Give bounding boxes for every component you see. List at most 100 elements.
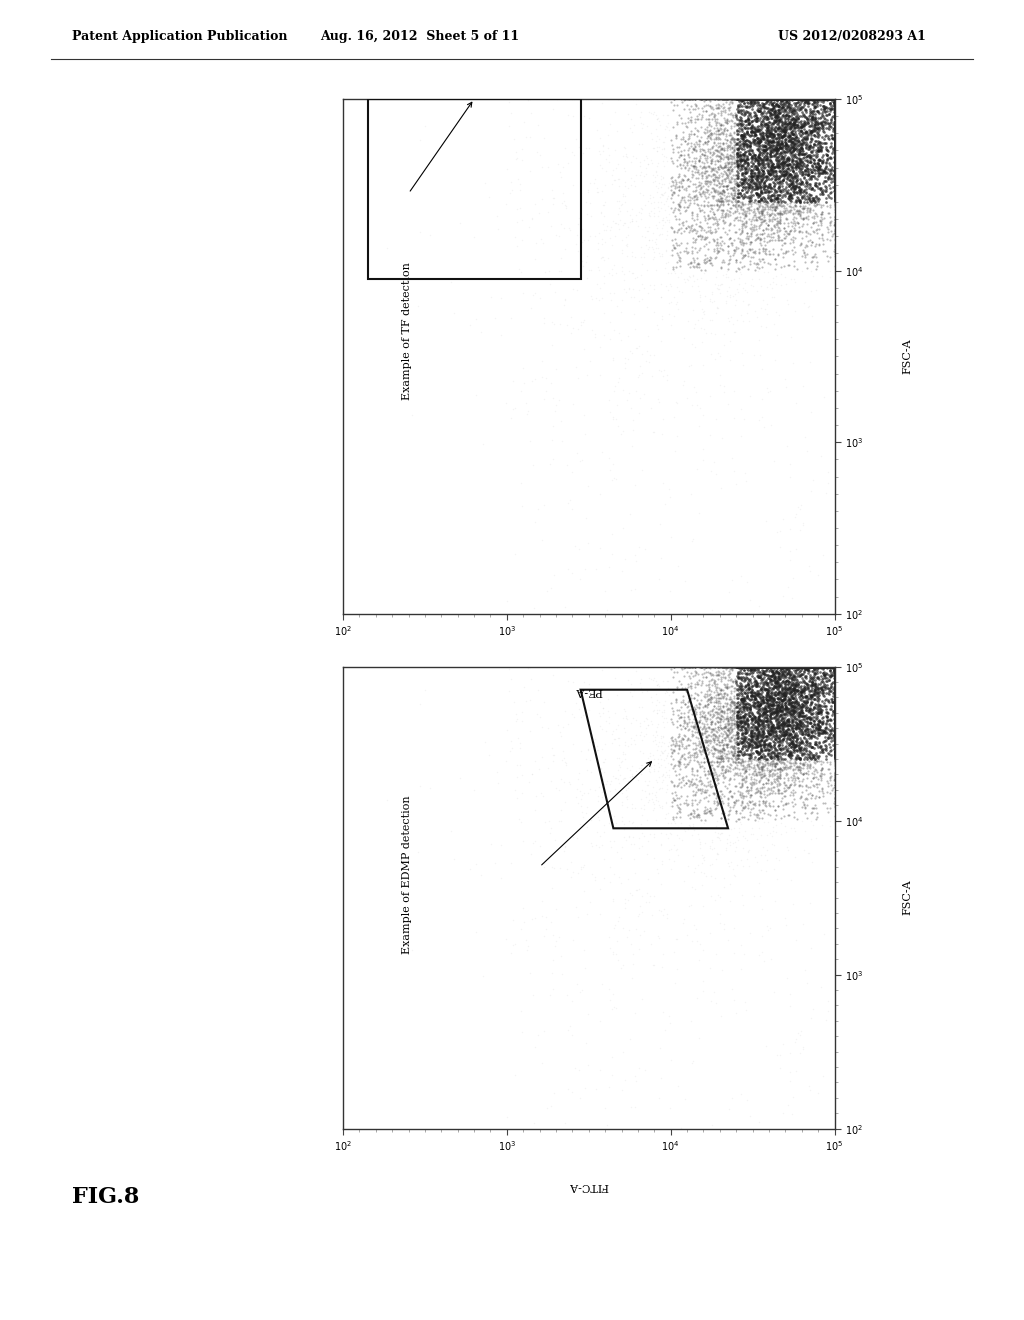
Point bbox=[804, 737, 820, 758]
Point bbox=[797, 144, 813, 165]
Point bbox=[780, 174, 797, 195]
Point bbox=[826, 191, 843, 213]
Point bbox=[663, 180, 679, 201]
Point bbox=[741, 88, 758, 110]
Point bbox=[764, 656, 780, 677]
Point bbox=[682, 88, 698, 110]
Point bbox=[729, 174, 745, 195]
Point bbox=[812, 132, 828, 153]
Point bbox=[764, 123, 780, 144]
Point bbox=[634, 253, 650, 275]
Point bbox=[826, 671, 843, 692]
Point bbox=[758, 181, 774, 202]
Point bbox=[770, 140, 786, 161]
Point bbox=[735, 688, 752, 709]
Point bbox=[740, 176, 757, 197]
Point bbox=[755, 791, 771, 812]
Point bbox=[774, 671, 791, 692]
Point bbox=[711, 177, 727, 198]
Point bbox=[767, 673, 783, 694]
Point bbox=[786, 166, 803, 187]
Point bbox=[784, 656, 801, 677]
Point bbox=[780, 92, 797, 114]
Point bbox=[746, 657, 763, 678]
Point bbox=[826, 88, 843, 110]
Point bbox=[805, 189, 821, 210]
Point bbox=[766, 668, 782, 689]
Point bbox=[826, 738, 843, 759]
Point bbox=[773, 125, 790, 147]
Point bbox=[714, 822, 730, 843]
Point bbox=[782, 701, 799, 722]
Point bbox=[750, 88, 766, 110]
Point bbox=[761, 88, 777, 110]
Point bbox=[748, 207, 764, 228]
Point bbox=[825, 725, 842, 746]
Point bbox=[674, 187, 690, 209]
Point bbox=[769, 148, 785, 169]
Point bbox=[714, 239, 730, 260]
Point bbox=[760, 108, 776, 129]
Point bbox=[708, 698, 724, 719]
Point bbox=[733, 710, 750, 731]
Point bbox=[753, 120, 769, 141]
Point bbox=[822, 88, 839, 110]
Point bbox=[798, 700, 814, 721]
Point bbox=[784, 177, 801, 198]
Point bbox=[783, 681, 800, 702]
Point bbox=[740, 153, 757, 174]
Point bbox=[753, 656, 769, 677]
Point bbox=[773, 656, 790, 677]
Point bbox=[756, 656, 772, 677]
Point bbox=[717, 168, 733, 189]
Point bbox=[787, 717, 804, 738]
Point bbox=[812, 99, 828, 120]
Point bbox=[798, 91, 814, 112]
Point bbox=[760, 714, 776, 735]
Point bbox=[746, 168, 763, 189]
Point bbox=[776, 713, 793, 734]
Point bbox=[826, 667, 843, 688]
Point bbox=[692, 177, 709, 198]
Point bbox=[755, 152, 771, 173]
Point bbox=[733, 88, 750, 110]
Point bbox=[746, 688, 763, 709]
Point bbox=[721, 723, 737, 744]
Point bbox=[702, 222, 719, 243]
Point bbox=[726, 656, 742, 677]
Point bbox=[668, 173, 684, 194]
Point bbox=[726, 742, 742, 763]
Point bbox=[782, 706, 799, 727]
Point bbox=[639, 774, 655, 795]
Point bbox=[737, 676, 754, 697]
Point bbox=[776, 682, 793, 704]
Point bbox=[719, 88, 735, 110]
Point bbox=[744, 117, 761, 139]
Point bbox=[753, 735, 769, 756]
Point bbox=[723, 182, 739, 203]
Point bbox=[809, 206, 825, 227]
Point bbox=[822, 187, 839, 209]
Point bbox=[742, 164, 759, 185]
Point bbox=[782, 88, 799, 110]
Point bbox=[692, 199, 709, 220]
Point bbox=[769, 132, 785, 153]
Point bbox=[729, 656, 745, 677]
Point bbox=[808, 656, 824, 677]
Point bbox=[808, 656, 824, 677]
Point bbox=[749, 88, 765, 110]
Point bbox=[766, 759, 782, 780]
Point bbox=[755, 723, 771, 744]
Point bbox=[822, 111, 839, 132]
Point bbox=[732, 667, 749, 688]
Point bbox=[752, 98, 768, 119]
Point bbox=[826, 718, 843, 739]
Point bbox=[810, 123, 826, 144]
Point bbox=[717, 715, 733, 737]
Point bbox=[794, 797, 810, 818]
Point bbox=[718, 659, 734, 680]
Point bbox=[782, 88, 799, 110]
Point bbox=[680, 189, 696, 210]
Point bbox=[730, 176, 746, 197]
Point bbox=[765, 656, 781, 677]
